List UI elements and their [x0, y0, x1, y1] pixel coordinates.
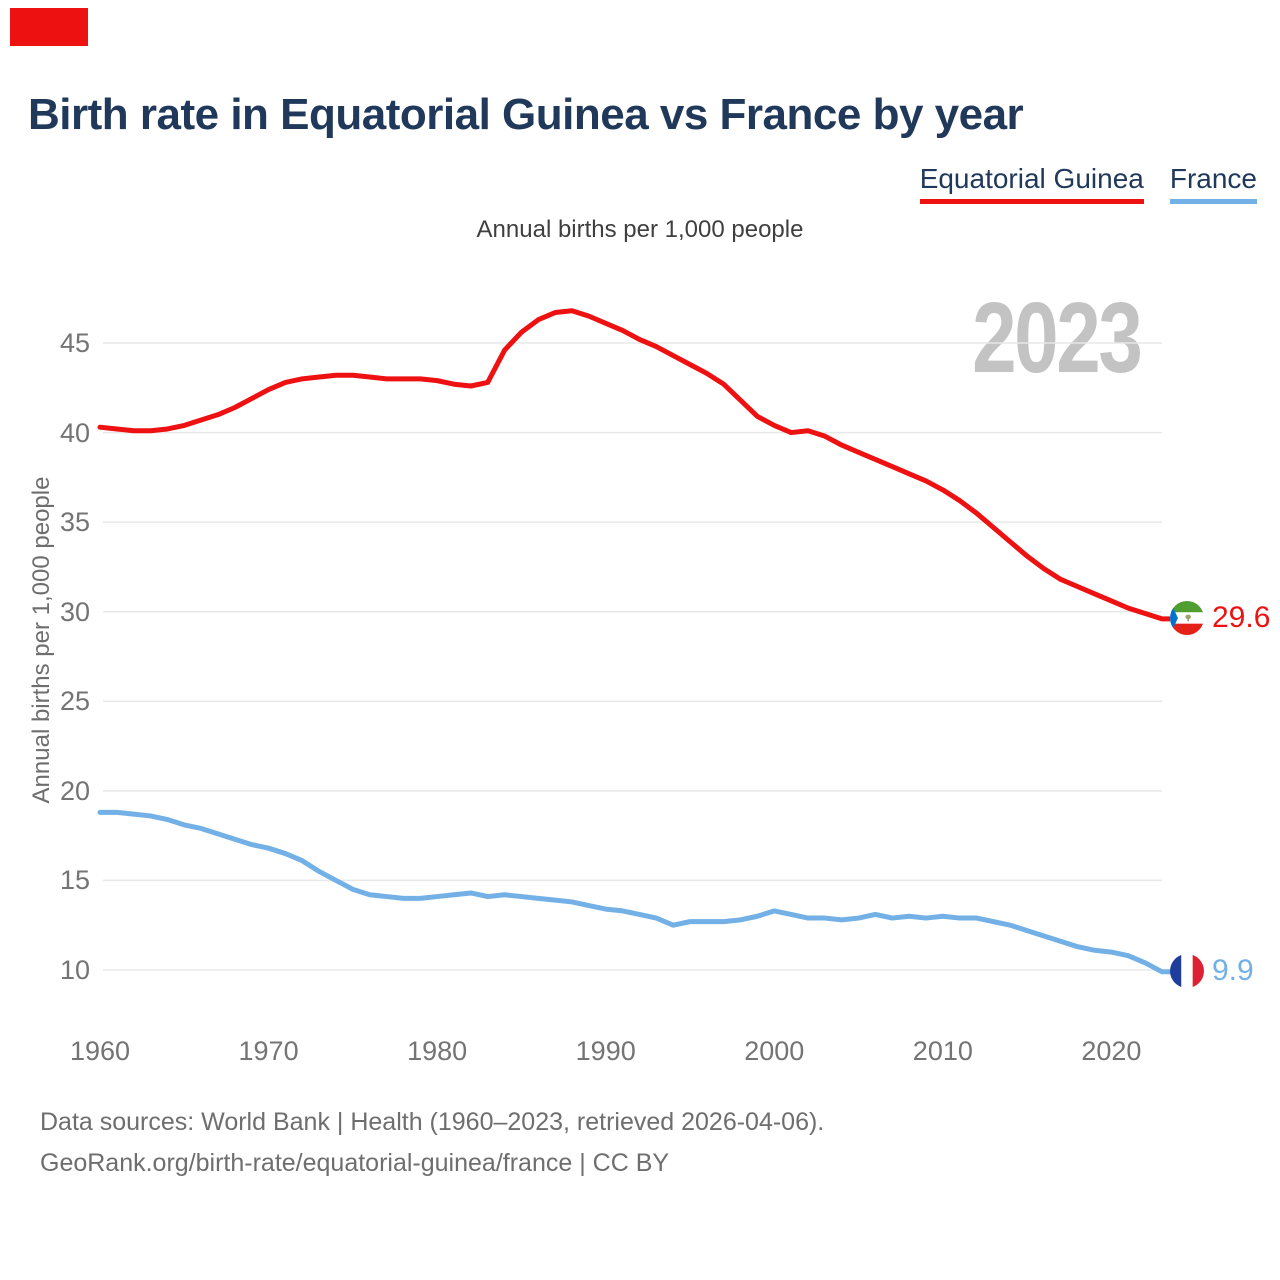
equatorial-guinea-flag-icon [1170, 601, 1204, 635]
red-annotation-box [10, 8, 88, 46]
footer-data-sources: Data sources: World Bank | Health (1960–… [40, 1108, 825, 1136]
y-tick-label: 25 [59, 686, 90, 717]
page-title: Birth rate in Equatorial Guinea vs Franc… [28, 90, 1024, 139]
y-tick-label: 45 [59, 328, 90, 358]
x-tick-label: 2000 [744, 1036, 805, 1066]
y-axis-title: Annual births per 1,000 people [28, 476, 55, 804]
y-tick-label: 40 [59, 417, 90, 448]
chart-subtitle: Annual births per 1,000 people [476, 216, 804, 243]
france-flag-icon [1170, 954, 1204, 988]
y-tick-label: 10 [59, 955, 90, 985]
france-end-value: 9.9 [1212, 954, 1254, 987]
legend: Equatorial Guinea France [919, 163, 1257, 204]
watermark-year: 2023 [971, 282, 1143, 394]
legend-label-france[interactable]: France [1169, 163, 1257, 194]
y-tick-label: 20 [59, 775, 90, 806]
footer-attribution-link[interactable]: GeoRank.org/birth-rate/equatorial-guinea… [40, 1149, 670, 1177]
x-tick-label: 1990 [575, 1036, 636, 1066]
x-tick-label: 1980 [407, 1036, 468, 1066]
y-tick-label: 15 [59, 865, 90, 896]
x-tick-label: 2020 [1081, 1036, 1142, 1066]
legend-underline-equatorial-guinea [919, 199, 1144, 204]
legend-underline-france [1169, 199, 1257, 204]
equatorial-guinea-end-value: 29.6 [1212, 601, 1271, 634]
y-tick-label: 30 [59, 596, 90, 627]
y-tick-label: 35 [59, 507, 90, 538]
series-line-france [97, 809, 1174, 975]
x-tick-label: 2010 [912, 1036, 973, 1066]
legend-label-equatorial-guinea[interactable]: Equatorial Guinea [919, 163, 1144, 194]
legend-item-france[interactable]: France [1169, 163, 1257, 204]
x-tick-label: 1970 [238, 1036, 299, 1066]
legend-item-equatorial-guinea[interactable]: Equatorial Guinea [919, 163, 1144, 204]
x-tick-label: 1960 [69, 1036, 131, 1066]
